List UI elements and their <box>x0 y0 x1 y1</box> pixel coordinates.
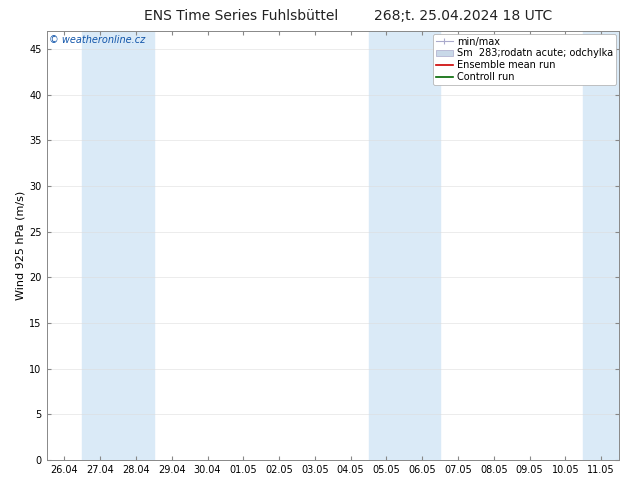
Bar <box>368 31 440 460</box>
Bar <box>583 31 619 460</box>
Text: © weatheronline.cz: © weatheronline.cz <box>49 35 146 45</box>
Y-axis label: Wind 925 hPa (m/s): Wind 925 hPa (m/s) <box>15 191 25 300</box>
Bar <box>82 31 154 460</box>
Text: 268;t. 25.04.2024 18 UTC: 268;t. 25.04.2024 18 UTC <box>373 9 552 23</box>
Legend: min/max, Sm  283;rodatn acute; odchylka, Ensemble mean run, Controll run: min/max, Sm 283;rodatn acute; odchylka, … <box>433 34 616 85</box>
Text: ENS Time Series Fuhlsbüttel: ENS Time Series Fuhlsbüttel <box>144 9 338 23</box>
